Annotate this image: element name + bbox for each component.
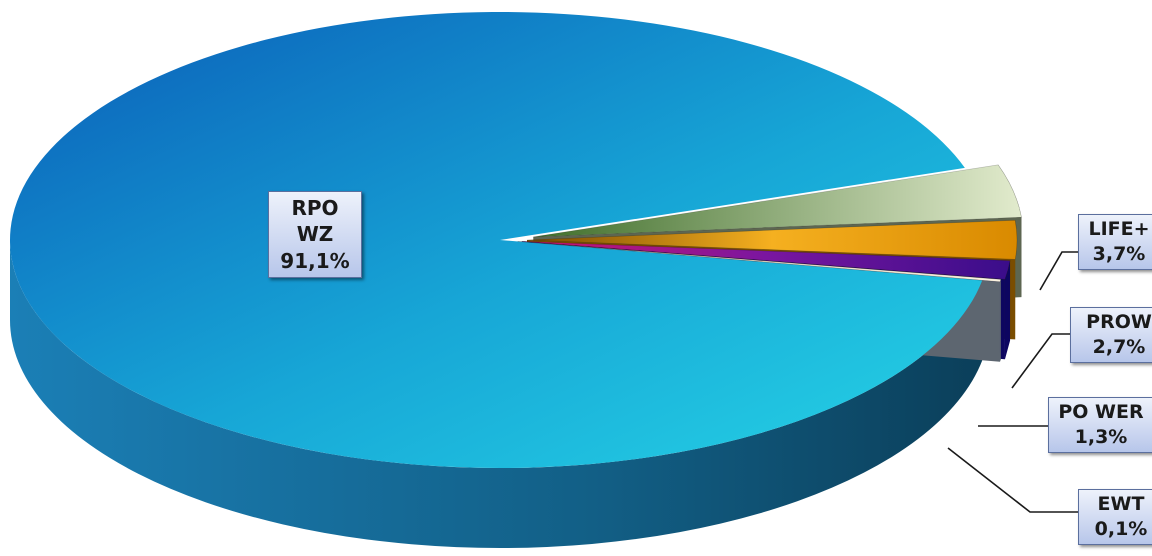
leader-line-life xyxy=(1039,251,1078,291)
slice-label-life: LIFE+ 3,7% xyxy=(1078,214,1152,271)
slice-name: RPO WZ xyxy=(291,196,339,247)
slice-side-ewt xyxy=(999,279,1001,362)
slice-name: EWT xyxy=(1097,493,1145,515)
slice-name: LIFE+ xyxy=(1088,218,1150,240)
slice-name: PO WER xyxy=(1058,401,1144,423)
leader-line-ewt xyxy=(947,447,1078,513)
slice-life xyxy=(533,164,1022,238)
slice-label-ewt: EWT 0,1% xyxy=(1078,489,1152,546)
slice-percent: 0,1% xyxy=(1094,518,1148,541)
slice-name: PROW xyxy=(1086,311,1152,333)
slice-percent: 1,3% xyxy=(1074,426,1128,449)
slice-label-rpo-wz: RPO WZ 91,1% xyxy=(268,191,362,279)
slice-percent: 2,7% xyxy=(1092,336,1146,359)
slice-percent: 91,1% xyxy=(280,248,350,273)
slice-po-wer xyxy=(521,240,1011,280)
slice-rpo-wz xyxy=(9,11,983,469)
slice-side-po-wer xyxy=(1004,260,1011,360)
slice-ewt xyxy=(517,241,1002,283)
slice-label-prow: PROW 2,7% xyxy=(1070,307,1152,364)
leader-line-prow xyxy=(1011,333,1070,389)
slice-label-po-wer: PO WER 1,3% xyxy=(1048,397,1152,454)
slice-side-rpo-wz xyxy=(10,240,983,548)
slice-percent: 3,7% xyxy=(1092,243,1146,266)
slice-prow xyxy=(526,219,1018,260)
